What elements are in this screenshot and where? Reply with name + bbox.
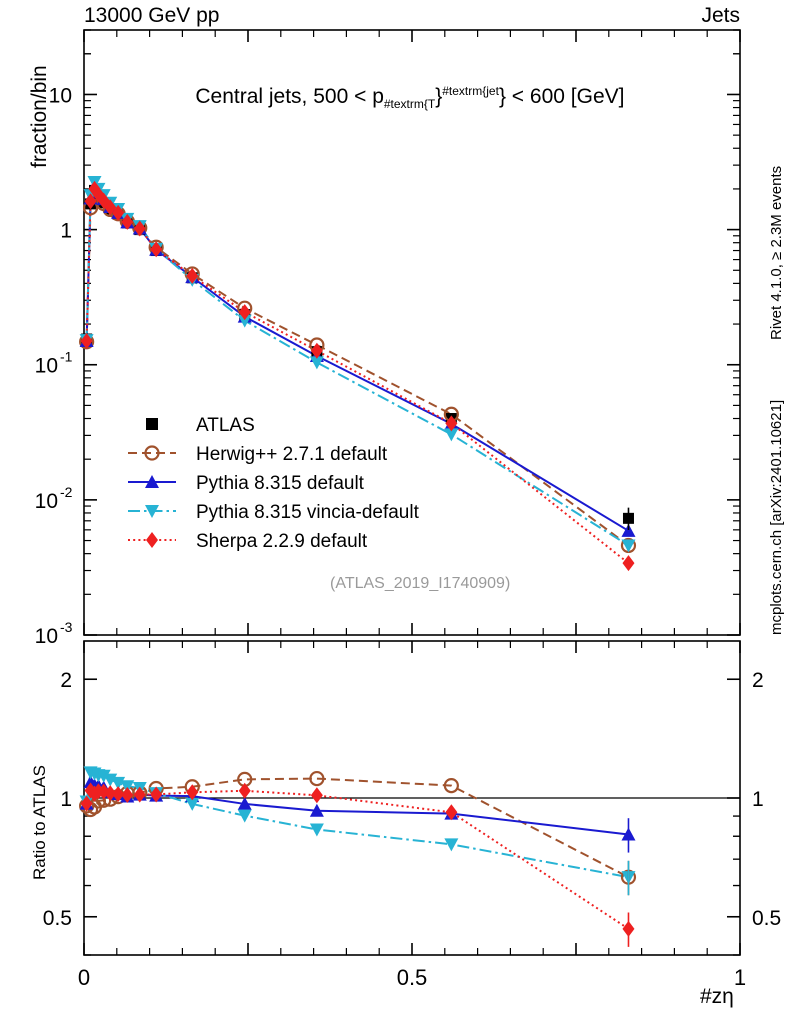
marker-triangle-up	[237, 796, 252, 810]
marker-diamond	[112, 786, 125, 803]
ratio-ytick-label-right: 0.5	[752, 907, 781, 930]
marker-diamond	[121, 786, 134, 803]
marker-diamond	[622, 555, 635, 572]
marker-triangle-down	[444, 838, 459, 852]
marker-diamond	[133, 786, 146, 803]
title-brace-2: }	[498, 85, 506, 108]
marker-triangle-down	[120, 780, 135, 794]
marker-diamond	[238, 304, 251, 321]
marker-triangle-down	[145, 505, 159, 518]
title-pre: Central jets, 500 < p	[195, 85, 384, 108]
marker-diamond	[146, 532, 158, 548]
xaxis-tick-label: 0.5	[397, 965, 428, 990]
xaxis-tick-label: 1	[734, 965, 746, 990]
legend-label: ATLAS	[196, 415, 255, 436]
title-brace-1: }	[435, 85, 443, 108]
marker-diamond	[310, 342, 323, 359]
marker-triangle-down	[237, 314, 252, 328]
legend-label: Pythia 8.315 vincia-default	[196, 502, 420, 523]
marker-diamond	[238, 782, 251, 799]
marker-triangle-down	[185, 797, 200, 811]
marker-diamond	[121, 213, 134, 230]
marker-triangle-down	[309, 823, 324, 837]
ratio-ytick-label: 0.5	[43, 907, 72, 930]
main-ytick-exponent: -1	[60, 349, 73, 365]
title-sub-pt: #textrm{T	[383, 97, 436, 112]
main-ytick-label: 10	[35, 490, 58, 513]
marker-diamond	[445, 415, 458, 432]
marker-triangle-up	[309, 803, 324, 817]
marker-triangle-up	[621, 523, 636, 537]
legend-label: Herwig++ 2.7.1 default	[196, 444, 388, 465]
marker-triangle-down	[96, 769, 111, 783]
ratio-ytick-label: 2	[60, 669, 72, 692]
marker-triangle-down	[111, 776, 126, 790]
main-ytick-label: 1	[60, 220, 72, 243]
legend-label: Pythia 8.315 default	[196, 473, 365, 494]
ratio-series-line	[85, 780, 629, 836]
beam-energy-label: 13000 GeV pp	[84, 4, 220, 27]
marker-diamond	[80, 795, 93, 812]
main-ytick-exponent: -3	[60, 619, 73, 635]
marker-diamond	[150, 241, 163, 258]
main-ytick-label: 10	[35, 355, 58, 378]
marker-diamond	[84, 193, 97, 210]
legend-label: Sherpa 2.2.9 default	[196, 531, 368, 552]
plot-title: Central jets, 500 < p#textrm{T}#textrm{j…	[172, 60, 624, 135]
marker-diamond	[186, 267, 199, 284]
marker-diamond	[104, 785, 117, 802]
ratio-ytick-label-right: 1	[752, 788, 764, 811]
series-line	[85, 191, 630, 547]
marker-circle-open	[144, 445, 160, 461]
main-ytick-exponent: -2	[60, 484, 73, 500]
marker-diamond	[150, 786, 163, 803]
marker-square	[146, 418, 158, 430]
ratio-ytick-label-right: 2	[752, 669, 764, 692]
marker-diamond	[310, 787, 323, 804]
main-ytick-label: 10	[49, 84, 72, 107]
title-post: < 600 [GeV]	[505, 85, 625, 108]
marker-triangle-down	[621, 539, 636, 553]
marker-diamond	[133, 220, 146, 237]
marker-circle-open	[309, 770, 325, 787]
marker-circle-open	[443, 778, 459, 794]
marker-triangle-up	[145, 475, 159, 488]
marker-triangle-down	[103, 773, 118, 787]
marker-triangle-down	[309, 356, 324, 370]
marker-diamond	[445, 804, 458, 821]
title-sup-jet: #textrm{jet	[442, 84, 499, 98]
xaxis-label: #zη	[700, 985, 734, 1008]
main-ytick-label: 10	[35, 625, 58, 648]
ratio-ytick-label: 1	[60, 788, 72, 811]
marker-triangle-down	[444, 428, 459, 442]
xaxis-tick-label: 0	[78, 965, 90, 990]
marker-diamond	[112, 204, 125, 221]
category-label: Jets	[701, 4, 740, 27]
main-panel-frame	[83, 29, 741, 636]
marker-diamond	[80, 332, 93, 349]
marker-triangle-down	[237, 809, 252, 823]
marker-diamond	[186, 784, 199, 801]
dataset-watermark: (ATLAS_2019_I1740909)	[330, 575, 510, 592]
